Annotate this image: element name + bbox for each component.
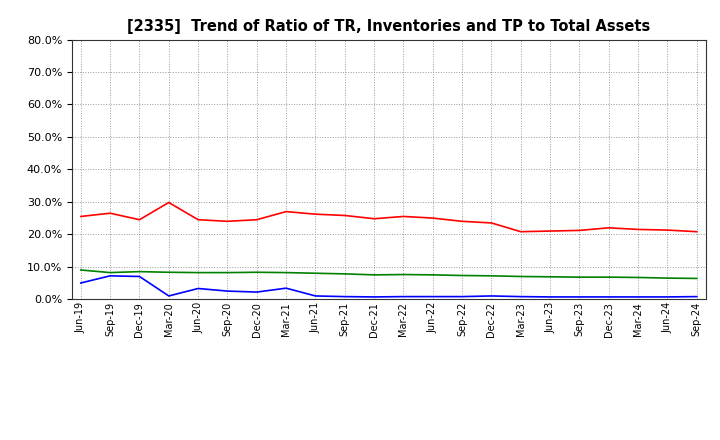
Line: Trade Payables: Trade Payables <box>81 270 697 279</box>
Inventories <box>663 294 672 300</box>
Inventories <box>164 293 173 299</box>
Inventories <box>693 294 701 299</box>
Trade Receivables <box>634 227 642 232</box>
Inventories <box>282 286 290 291</box>
Inventories <box>575 294 584 300</box>
Trade Payables <box>663 275 672 281</box>
Trade Payables <box>546 274 554 279</box>
Inventories <box>634 294 642 300</box>
Trade Payables <box>311 271 320 276</box>
Title: [2335]  Trend of Ratio of TR, Inventories and TP to Total Assets: [2335] Trend of Ratio of TR, Inventories… <box>127 19 650 34</box>
Line: Inventories: Inventories <box>81 276 697 297</box>
Line: Trade Receivables: Trade Receivables <box>81 202 697 232</box>
Trade Receivables <box>546 228 554 234</box>
Inventories <box>194 286 202 291</box>
Trade Receivables <box>194 217 202 222</box>
Inventories <box>253 290 261 295</box>
Inventories <box>546 294 554 300</box>
Trade Payables <box>194 270 202 275</box>
Trade Payables <box>370 272 379 278</box>
Trade Payables <box>487 273 496 279</box>
Inventories <box>341 294 349 299</box>
Trade Payables <box>223 270 232 275</box>
Trade Receivables <box>223 219 232 224</box>
Trade Payables <box>106 270 114 275</box>
Trade Payables <box>605 275 613 280</box>
Trade Receivables <box>106 211 114 216</box>
Inventories <box>223 289 232 294</box>
Inventories <box>605 294 613 300</box>
Trade Receivables <box>605 225 613 231</box>
Inventories <box>487 293 496 299</box>
Trade Payables <box>428 272 437 278</box>
Trade Receivables <box>487 220 496 226</box>
Inventories <box>76 280 85 286</box>
Trade Payables <box>341 271 349 276</box>
Inventories <box>399 294 408 299</box>
Trade Receivables <box>575 228 584 233</box>
Trade Receivables <box>76 214 85 219</box>
Inventories <box>135 274 144 279</box>
Trade Receivables <box>253 217 261 222</box>
Trade Payables <box>575 275 584 280</box>
Trade Receivables <box>458 219 467 224</box>
Inventories <box>516 294 525 299</box>
Trade Payables <box>164 270 173 275</box>
Trade Payables <box>516 274 525 279</box>
Inventories <box>428 294 437 299</box>
Inventories <box>311 293 320 299</box>
Trade Receivables <box>311 212 320 217</box>
Trade Receivables <box>516 229 525 235</box>
Inventories <box>106 273 114 279</box>
Trade Receivables <box>282 209 290 214</box>
Trade Receivables <box>135 217 144 222</box>
Inventories <box>370 294 379 300</box>
Trade Payables <box>399 272 408 277</box>
Trade Payables <box>253 270 261 275</box>
Trade Payables <box>76 268 85 273</box>
Trade Receivables <box>399 214 408 219</box>
Trade Receivables <box>341 213 349 218</box>
Trade Receivables <box>164 200 173 205</box>
Inventories <box>458 294 467 299</box>
Trade Payables <box>458 273 467 278</box>
Trade Receivables <box>370 216 379 221</box>
Trade Payables <box>693 276 701 281</box>
Trade Payables <box>282 270 290 275</box>
Trade Receivables <box>663 227 672 233</box>
Trade Payables <box>634 275 642 280</box>
Trade Receivables <box>428 216 437 221</box>
Trade Payables <box>135 269 144 274</box>
Trade Receivables <box>693 229 701 235</box>
